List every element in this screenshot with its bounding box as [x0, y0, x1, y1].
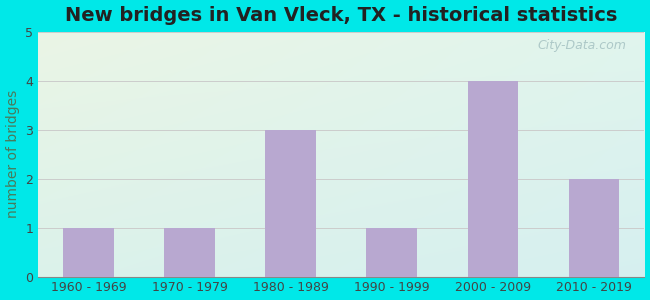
Bar	[265, 130, 316, 277]
Bar	[63, 228, 114, 277]
Text: City-Data.com: City-Data.com	[538, 39, 626, 52]
Bar	[467, 81, 518, 277]
Bar	[569, 178, 619, 277]
Y-axis label: number of bridges: number of bridges	[6, 90, 20, 218]
Bar	[164, 228, 215, 277]
Bar	[367, 228, 417, 277]
Title: New bridges in Van Vleck, TX - historical statistics: New bridges in Van Vleck, TX - historica…	[65, 6, 618, 25]
